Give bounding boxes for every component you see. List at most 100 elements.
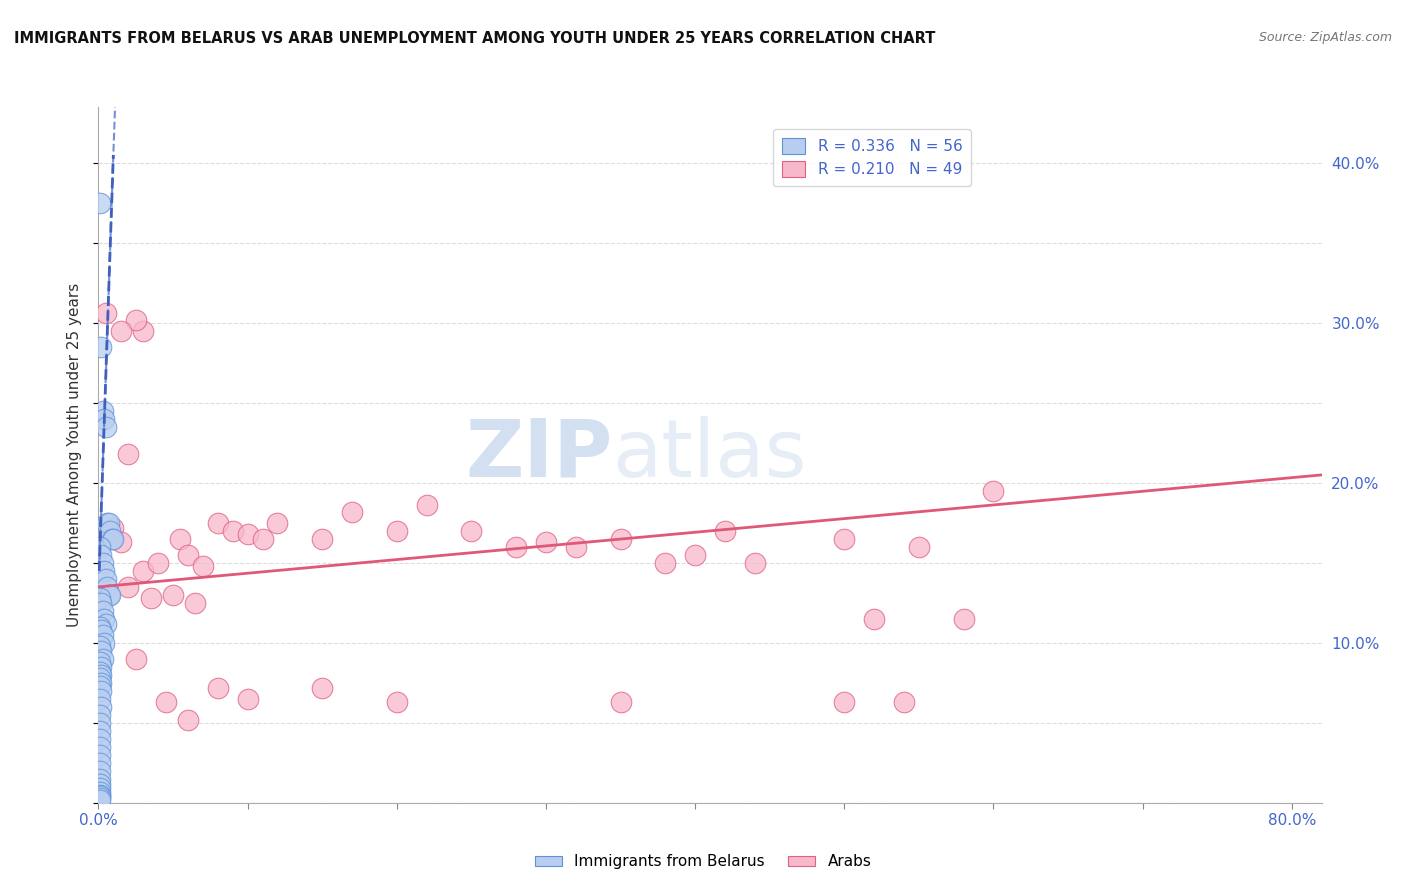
- Point: [90, 340, 112, 354]
- Point: [89, 620, 111, 634]
- Point: [132, 564, 155, 578]
- Point: [89, 789, 111, 804]
- Point: [98, 588, 121, 602]
- Point: [110, 535, 132, 549]
- Point: [96, 516, 118, 530]
- Point: [893, 695, 915, 709]
- Point: [90, 676, 112, 690]
- Point: [162, 588, 184, 602]
- Point: [90, 623, 112, 637]
- Text: atlas: atlas: [612, 416, 807, 494]
- Point: [89, 679, 111, 693]
- Point: [983, 483, 1005, 498]
- Point: [89, 791, 111, 805]
- Text: IMMIGRANTS FROM BELARUS VS ARAB UNEMPLOYMENT AMONG YOUTH UNDER 25 YEARS CORRELAT: IMMIGRANTS FROM BELARUS VS ARAB UNEMPLOY…: [14, 31, 935, 46]
- Point: [117, 447, 139, 461]
- Point: [98, 524, 121, 538]
- Point: [89, 723, 111, 738]
- Point: [89, 591, 111, 605]
- Point: [221, 524, 243, 538]
- Point: [110, 324, 132, 338]
- Point: [311, 532, 333, 546]
- Point: [97, 516, 120, 530]
- Point: [609, 695, 631, 709]
- Point: [89, 792, 111, 806]
- Point: [101, 532, 124, 546]
- Point: [93, 564, 115, 578]
- Point: [460, 524, 482, 538]
- Point: [91, 404, 114, 418]
- Point: [207, 516, 229, 530]
- Point: [90, 668, 112, 682]
- Point: [89, 731, 111, 746]
- Point: [89, 772, 111, 786]
- Point: [89, 665, 111, 679]
- Point: [90, 660, 112, 674]
- Point: [90, 699, 112, 714]
- Legend: Immigrants from Belarus, Arabs: Immigrants from Belarus, Arabs: [529, 848, 877, 875]
- Point: [714, 524, 737, 538]
- Point: [89, 715, 111, 730]
- Point: [89, 747, 111, 762]
- Point: [252, 532, 274, 546]
- Point: [534, 535, 557, 549]
- Point: [97, 588, 120, 602]
- Point: [191, 559, 214, 574]
- Point: [89, 781, 111, 796]
- Point: [89, 707, 111, 722]
- Point: [91, 604, 114, 618]
- Point: [207, 681, 229, 695]
- Point: [385, 524, 408, 538]
- Point: [952, 612, 974, 626]
- Point: [90, 548, 112, 562]
- Point: [654, 556, 676, 570]
- Point: [94, 420, 117, 434]
- Point: [93, 412, 115, 426]
- Point: [385, 695, 408, 709]
- Point: [91, 556, 114, 570]
- Text: Source: ZipAtlas.com: Source: ZipAtlas.com: [1258, 31, 1392, 45]
- Point: [103, 532, 125, 546]
- Point: [415, 498, 437, 512]
- Point: [146, 556, 169, 570]
- Point: [90, 683, 112, 698]
- Point: [236, 527, 259, 541]
- Point: [832, 695, 855, 709]
- Point: [177, 713, 200, 727]
- Point: [89, 764, 111, 778]
- Point: [93, 612, 115, 626]
- Point: [94, 306, 117, 320]
- Point: [311, 681, 333, 695]
- Point: [125, 652, 148, 666]
- Point: [863, 612, 886, 626]
- Point: [139, 591, 162, 605]
- Text: ZIP: ZIP: [465, 416, 612, 494]
- Point: [89, 639, 111, 653]
- Point: [683, 548, 706, 562]
- Point: [89, 691, 111, 706]
- Point: [90, 644, 112, 658]
- Point: [744, 556, 766, 570]
- Point: [103, 521, 125, 535]
- Point: [89, 784, 111, 798]
- Point: [236, 691, 259, 706]
- Point: [89, 671, 111, 685]
- Point: [90, 596, 112, 610]
- Point: [908, 540, 931, 554]
- Point: [89, 540, 111, 554]
- Point: [832, 532, 855, 546]
- Point: [117, 580, 139, 594]
- Point: [266, 516, 288, 530]
- Point: [94, 616, 117, 631]
- Point: [89, 739, 111, 754]
- Point: [177, 548, 200, 562]
- Point: [132, 324, 155, 338]
- Point: [93, 636, 115, 650]
- Legend: R = 0.336   N = 56, R = 0.210   N = 49: R = 0.336 N = 56, R = 0.210 N = 49: [773, 128, 972, 186]
- Point: [96, 580, 118, 594]
- Point: [89, 788, 111, 802]
- Point: [505, 540, 527, 554]
- Point: [125, 312, 148, 326]
- Point: [340, 505, 363, 519]
- Point: [609, 532, 631, 546]
